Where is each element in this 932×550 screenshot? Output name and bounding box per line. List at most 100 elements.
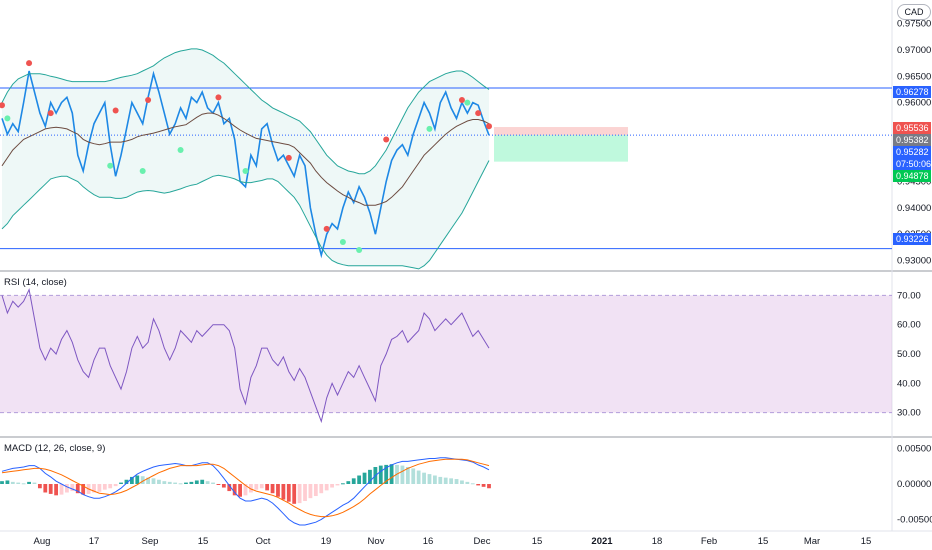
- macd-histogram-bar: [481, 484, 486, 487]
- rsi-tick-label: 50.00: [897, 349, 921, 360]
- macd-histogram-bar: [211, 482, 215, 484]
- sell-signal-marker: [475, 110, 482, 117]
- buy-signal-marker: [177, 146, 184, 153]
- macd-line: [1, 457, 490, 526]
- buy-signal-marker: [426, 125, 433, 132]
- macd-histogram-bar: [368, 469, 372, 484]
- rsi-band-fill: [0, 295, 892, 413]
- macd-histogram-bar: [330, 484, 334, 488]
- middle-band-line: [1, 112, 490, 206]
- sell-signal-marker: [458, 96, 465, 103]
- price-axis[interactable]: 0.97500 0.97000 0.96500 0.96000 0.94500 0.940…: [893, 19, 932, 526]
- price-tick-label: 0.96500: [897, 71, 931, 82]
- sell-signal-marker: [112, 107, 119, 114]
- macd-histogram-bar: [422, 472, 426, 484]
- date-tick-label: 15: [532, 536, 543, 547]
- macd-histogram-bar: [346, 481, 351, 484]
- price-tag-label: 07:50:06: [896, 159, 931, 169]
- macd-histogram-bar: [135, 475, 140, 484]
- macd-histogram-bar: [157, 479, 161, 484]
- time-axis[interactable]: Aug 17 Sep 15 Oct 19 Nov 16 Dec 15 2021 18 Feb 15 Mar 1…: [34, 536, 872, 547]
- buy-signal-marker: [139, 168, 146, 175]
- signal-line: [1, 458, 490, 518]
- price-tag: [893, 122, 931, 134]
- price-tag: [893, 86, 931, 98]
- position-stop-zone[interactable]: [494, 127, 628, 136]
- macd-histogram-bar: [70, 484, 75, 492]
- macd-histogram-bar: [438, 476, 443, 484]
- macd-histogram-bar: [465, 481, 470, 484]
- macd-tick-label: 0.00500: [897, 444, 931, 455]
- buy-signal-marker: [356, 246, 363, 253]
- macd-tick-label: 0.00000: [897, 479, 931, 490]
- date-tick-label: 19: [321, 536, 332, 547]
- macd-pane[interactable]: MACD (12, 26, close, 9): [0, 443, 491, 526]
- macd-histogram-bar: [286, 484, 291, 502]
- position-target-zone[interactable]: [494, 135, 628, 162]
- macd-histogram-bar: [443, 477, 448, 484]
- currency-button[interactable]: CAD: [897, 4, 931, 20]
- lower-band-line: [1, 160, 490, 270]
- macd-histogram-bar: [75, 484, 80, 494]
- macd-histogram-bar: [221, 484, 226, 488]
- macd-histogram-bar: [351, 478, 356, 484]
- price-tick-label: 0.97500: [897, 19, 931, 30]
- macd-histogram-bar: [37, 484, 42, 489]
- macd-histogram-bar: [227, 484, 232, 492]
- macd-title: MACD (12, 26, close, 9): [4, 443, 105, 454]
- macd-histogram-bar: [16, 482, 21, 484]
- macd-histogram-bar: [194, 480, 199, 484]
- macd-histogram-bar: [460, 480, 464, 484]
- price-line: [1, 70, 490, 259]
- price-tick-label: 0.93000: [897, 255, 931, 266]
- macd-histogram-bar: [400, 465, 405, 484]
- price-tick-label: 0.94000: [897, 203, 931, 214]
- buy-signal-marker: [464, 99, 471, 106]
- macd-histogram-bar: [335, 484, 340, 486]
- macd-histogram-bar: [5, 480, 10, 484]
- sell-signal-marker: [0, 102, 5, 109]
- macd-histogram-bar: [48, 484, 53, 494]
- price-tick-label: 0.94500: [897, 177, 931, 188]
- macd-histogram-bar: [265, 484, 270, 491]
- sell-signal-marker: [26, 60, 33, 67]
- macd-histogram-bar: [259, 484, 264, 489]
- macd-histogram-bar: [200, 479, 205, 484]
- macd-histogram-bar: [27, 481, 31, 484]
- date-tick-label: Dec: [474, 536, 491, 547]
- price-tag-label: 0.95282: [896, 147, 929, 157]
- date-tick-label: 18: [652, 536, 663, 547]
- price-pane[interactable]: [0, 48, 892, 270]
- date-tick-label: Feb: [701, 536, 717, 547]
- macd-histogram-bar: [140, 476, 145, 484]
- macd-histogram-bar: [65, 484, 69, 493]
- rsi-pane[interactable]: RSI (14, close): [0, 277, 892, 424]
- macd-histogram-bar: [341, 483, 345, 485]
- price-tick-label: 0.97000: [897, 45, 931, 56]
- rsi-tick-label: 40.00: [897, 378, 921, 389]
- price-tag-label: 0.95382: [896, 135, 929, 145]
- macd-histogram-bar: [173, 482, 178, 484]
- macd-histogram-bar: [54, 484, 59, 496]
- macd-histogram-bar: [362, 472, 367, 484]
- date-tick-label: 2021: [591, 536, 613, 547]
- macd-histogram-bar: [303, 484, 307, 501]
- price-tick-label: 0.96000: [897, 98, 931, 109]
- sell-signal-marker: [383, 136, 390, 143]
- chart-background: [0, 0, 932, 532]
- date-tick-label: 15: [198, 536, 209, 547]
- macd-histogram-bar: [124, 479, 129, 484]
- price-tag: [893, 146, 931, 158]
- macd-histogram-bar: [97, 484, 102, 492]
- sell-signal-marker: [145, 96, 152, 103]
- macd-histogram-bar: [487, 484, 491, 489]
- rsi-tick-label: 70.00: [897, 290, 921, 301]
- macd-histogram-bar: [411, 468, 416, 484]
- sell-signal-marker: [47, 110, 54, 117]
- price-tag: [893, 170, 931, 182]
- macd-histogram-bar: [108, 484, 113, 489]
- rsi-tick-label: 30.00: [897, 408, 921, 419]
- macd-histogram-bar: [324, 484, 329, 491]
- buy-signal-marker: [339, 239, 346, 246]
